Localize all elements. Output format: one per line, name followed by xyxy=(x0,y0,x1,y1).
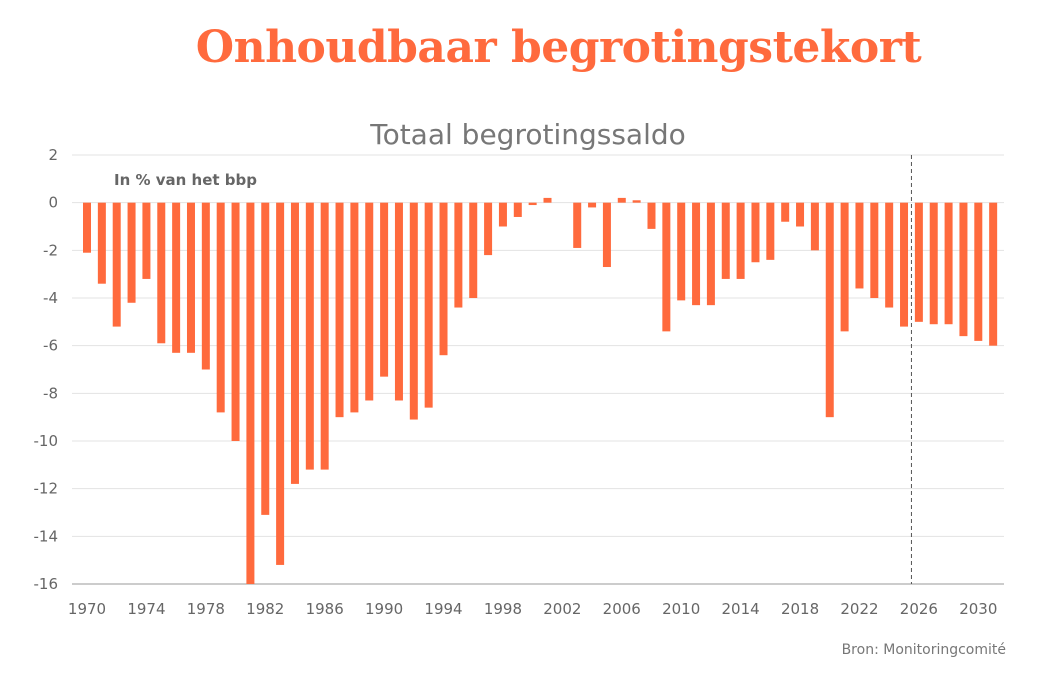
bars xyxy=(83,197,998,584)
x-tick-label: 2018 xyxy=(781,600,819,618)
bar-2026 xyxy=(914,202,923,322)
bar-2011 xyxy=(692,202,701,306)
bar-2022 xyxy=(855,202,864,289)
bar-1997 xyxy=(484,202,493,256)
y-tick-label: -2 xyxy=(43,241,58,259)
y-tick-label: -14 xyxy=(34,527,59,545)
source-label: Bron: Monitoringcomité xyxy=(842,642,1006,658)
x-tick-label: 2014 xyxy=(722,600,760,618)
bar-2007 xyxy=(632,200,641,203)
bar-2027 xyxy=(929,202,938,325)
x-tick-label: 2006 xyxy=(603,600,641,618)
bar-1985 xyxy=(305,202,314,470)
headline: Onhoudbaar begrotingstekort xyxy=(195,22,922,73)
bar-1994 xyxy=(439,202,448,356)
bar-2016 xyxy=(766,202,775,260)
bar-1971 xyxy=(97,202,106,284)
y-tick-label: -10 xyxy=(34,432,59,450)
bar-2020 xyxy=(825,202,834,418)
bar-2004 xyxy=(588,202,597,208)
bar-1975 xyxy=(157,202,166,344)
bar-1970 xyxy=(83,202,91,253)
bar-1976 xyxy=(172,202,181,353)
bar-2000 xyxy=(528,202,537,206)
bar-2017 xyxy=(781,202,790,222)
x-tick-label: 2002 xyxy=(543,600,581,618)
bar-1981 xyxy=(246,202,255,584)
bar-1996 xyxy=(469,202,478,298)
x-tick-label: 1970 xyxy=(68,600,106,618)
bar-2023 xyxy=(870,202,879,298)
bar-2024 xyxy=(885,202,894,308)
x-tick-label: 1982 xyxy=(246,600,284,618)
bar-1987 xyxy=(335,202,344,418)
bar-1993 xyxy=(424,202,433,408)
bar-2010 xyxy=(677,202,686,301)
gridlines xyxy=(72,154,1004,585)
bar-1982 xyxy=(261,202,270,515)
bar-2015 xyxy=(751,202,760,263)
bar-1999 xyxy=(513,202,522,217)
x-tick-label: 2026 xyxy=(900,600,938,618)
bar-2003 xyxy=(573,202,582,248)
bar-1980 xyxy=(231,202,240,441)
bar-2014 xyxy=(736,202,745,279)
bar-2008 xyxy=(647,202,656,229)
bar-1972 xyxy=(112,202,121,327)
bar-2030 xyxy=(974,202,983,341)
bar-2005 xyxy=(602,202,611,268)
y-axis-ticks: 2 0 -2 -4 -6 -8 -10 -12 -14 -16 xyxy=(34,146,59,593)
bar-1990 xyxy=(380,202,389,377)
bar-1979 xyxy=(216,202,225,413)
bar-1998 xyxy=(498,202,507,227)
bar-2029 xyxy=(959,202,968,337)
bar-1986 xyxy=(320,202,329,470)
x-tick-label: 1978 xyxy=(187,600,225,618)
y-tick-label: -6 xyxy=(43,337,58,355)
bar-2021 xyxy=(840,202,849,332)
bar-1992 xyxy=(409,202,418,420)
x-tick-label: 1990 xyxy=(365,600,403,618)
bar-2012 xyxy=(706,202,715,306)
y-tick-label: 0 xyxy=(48,194,58,212)
y-tick-label: 2 xyxy=(48,146,58,164)
y-tick-label: -8 xyxy=(43,384,58,402)
y-tick-label: -4 xyxy=(43,289,58,307)
x-axis-ticks: 1970 1974 1978 1982 1986 1990 1994 1998 2002 2006… xyxy=(68,600,997,618)
x-tick-label: 2030 xyxy=(959,600,997,618)
bar-1995 xyxy=(454,202,463,308)
x-tick-label: 1974 xyxy=(127,600,165,618)
bar-1974 xyxy=(142,202,151,279)
bar-1978 xyxy=(201,202,210,370)
bar-2025 xyxy=(900,202,909,327)
bar-1973 xyxy=(127,202,136,303)
x-tick-label: 2022 xyxy=(840,600,878,618)
x-tick-label: 2010 xyxy=(662,600,700,618)
chart-title: Totaal begrotingssaldo xyxy=(369,118,686,151)
bar-2009 xyxy=(662,202,671,332)
unit-label: In % van het bbp xyxy=(114,171,257,189)
bar-2006 xyxy=(617,197,626,203)
bar-2031 xyxy=(989,202,998,346)
bar-2001 xyxy=(543,197,552,203)
x-tick-label: 1986 xyxy=(306,600,344,618)
x-tick-label: 1994 xyxy=(424,600,462,618)
y-tick-label: -12 xyxy=(34,480,59,498)
bar-1984 xyxy=(290,202,299,484)
y-tick-label: -16 xyxy=(34,575,59,593)
bar-1977 xyxy=(186,202,195,353)
x-tick-label: 1998 xyxy=(484,600,522,618)
bar-1989 xyxy=(365,202,374,401)
bar-2013 xyxy=(721,202,730,279)
bar-2028 xyxy=(944,202,953,325)
bar-2019 xyxy=(810,202,819,251)
bar-1983 xyxy=(276,202,285,565)
bar-1991 xyxy=(394,202,403,401)
bar-1988 xyxy=(350,202,359,413)
bar-2018 xyxy=(796,202,805,227)
